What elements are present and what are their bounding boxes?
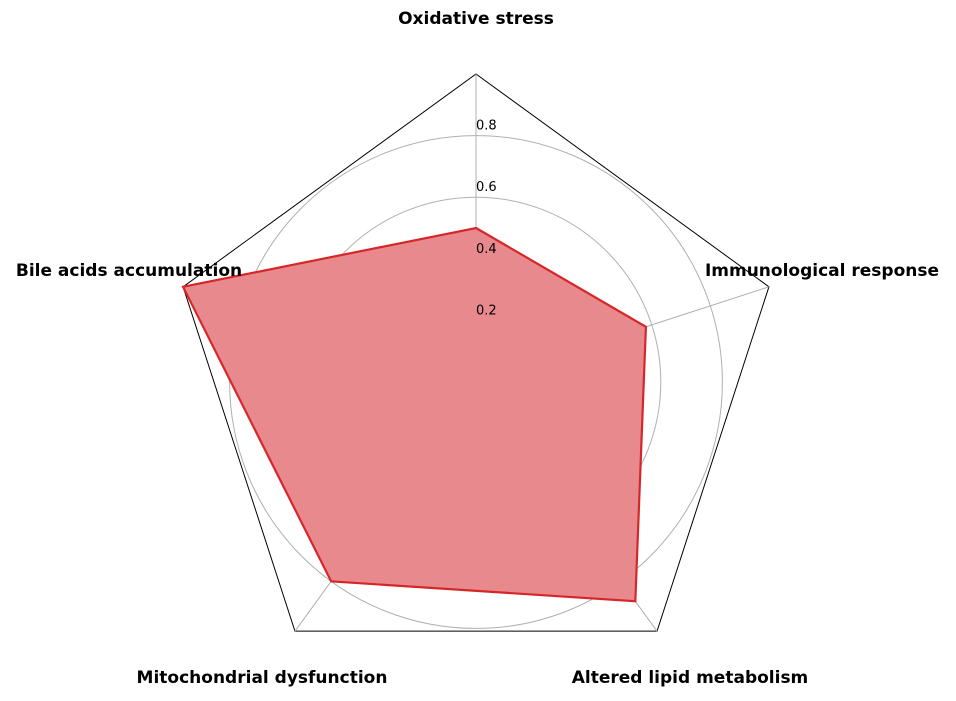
axis-label-immunological-response: Immunological response <box>705 261 939 281</box>
frame-layer <box>182 73 770 632</box>
r-tick-label-0.2: 0.2 <box>476 303 497 318</box>
r-tick-label-0.6: 0.6 <box>476 180 497 195</box>
r-tick-label-0.4: 0.4 <box>476 242 497 257</box>
axis-label-altered-lipid-metabolism: Altered lipid metabolism <box>572 668 809 688</box>
axis-label-mitochondrial-dysfunction: Mitochondrial dysfunction <box>137 668 388 688</box>
tick-layer: 0.2 0.4 0.6 0.8 <box>476 119 497 319</box>
r-tick-label-0.8: 0.8 <box>476 119 497 134</box>
series-layer <box>181 226 648 603</box>
axis-label-oxidative-stress: Oxidative stress <box>398 9 554 29</box>
axis-label-bile-acids-accumulation: Bile acids accumulation <box>16 261 242 281</box>
series-line <box>181 226 648 603</box>
radar-frame <box>182 73 770 632</box>
series-area <box>183 228 646 602</box>
